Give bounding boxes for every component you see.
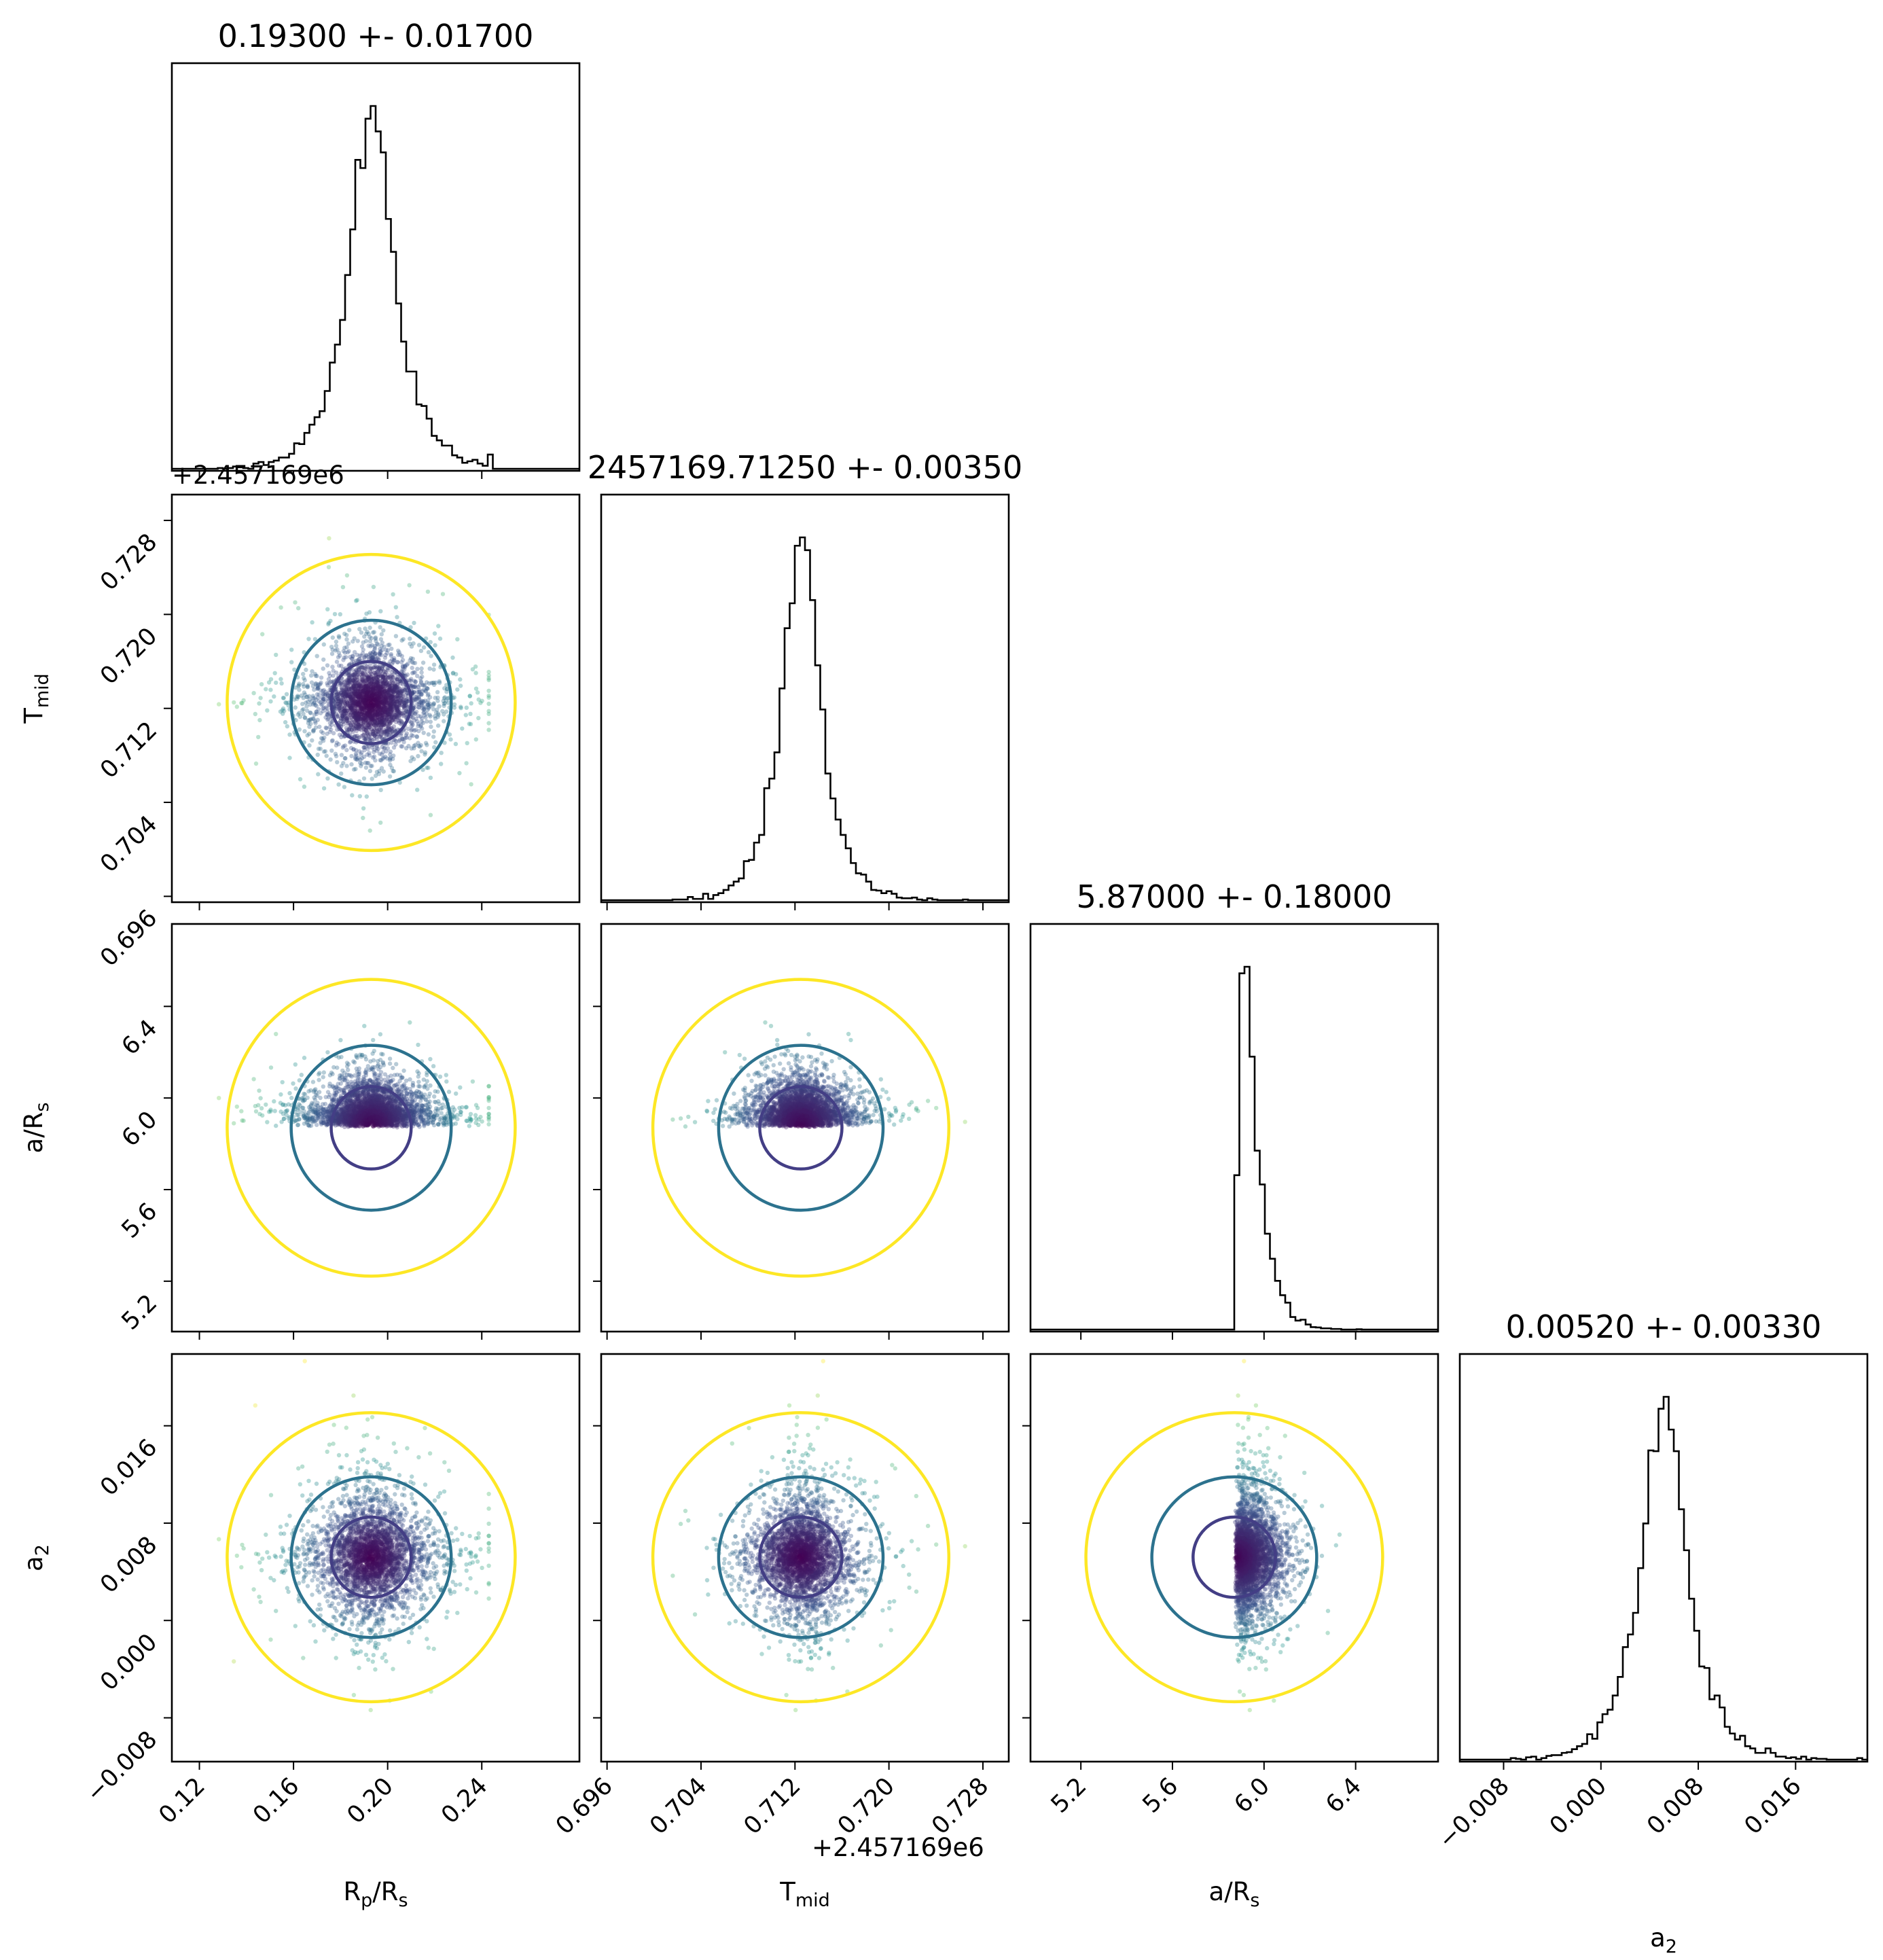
scatter-points bbox=[217, 1359, 517, 1713]
y-tick-label-a2: 0.016 bbox=[95, 1434, 162, 1501]
scatter-rp-vs-aRs bbox=[171, 923, 581, 1333]
contour-inner bbox=[758, 1085, 844, 1171]
y-tick-label-tmid: 0.696 bbox=[95, 904, 162, 972]
histogram-tmid: 2457169.71250 +- 0.00350 bbox=[588, 449, 1022, 904]
scatter-aRs-vs-a2 bbox=[1029, 1353, 1439, 1763]
x-tick-label-tmid: 0.728 bbox=[927, 1772, 994, 1840]
x-tick-label-tmid: 0.712 bbox=[739, 1772, 806, 1840]
scatter-rp-vs-a2 bbox=[171, 1353, 581, 1763]
contour-outer bbox=[1084, 1411, 1384, 1704]
contour-inner bbox=[329, 660, 413, 745]
histogram-frame-tmid bbox=[600, 493, 1010, 904]
y-tick-label-tmid: 0.728 bbox=[95, 529, 162, 596]
histogram-frame-a2 bbox=[1458, 1353, 1869, 1763]
contour-middle bbox=[289, 618, 453, 787]
x-tick-label-rp: 0.24 bbox=[436, 1772, 492, 1829]
x-tick-label-tmid: 0.720 bbox=[833, 1772, 900, 1840]
contour-outer bbox=[226, 1411, 517, 1704]
histogram-line-tmid bbox=[601, 536, 1009, 902]
x-tick-label-tmid: 0.704 bbox=[645, 1772, 712, 1840]
x-tick-label-tmid: 0.696 bbox=[551, 1772, 618, 1840]
y-tick-label-aRs: 6.0 bbox=[117, 1106, 163, 1152]
x-tick-label-aRs: 5.6 bbox=[1138, 1772, 1184, 1819]
x-tick-label-aRs: 6.4 bbox=[1321, 1772, 1367, 1819]
scatter-points bbox=[651, 1359, 967, 1713]
histogram-a2: 0.00520 +- 0.00330 bbox=[1458, 1308, 1869, 1763]
x-tick-label-rp: 0.20 bbox=[342, 1772, 399, 1829]
y-tick-label-a2: −0.008 bbox=[81, 1726, 162, 1808]
y-tick-label-tmid: 0.720 bbox=[95, 622, 162, 690]
contour-outer bbox=[651, 1411, 951, 1704]
x-axis-label-aRs: a/Rs bbox=[1209, 1877, 1260, 1911]
y-offset-text-tmid: +2.457169e6 bbox=[172, 461, 344, 490]
contour-outer bbox=[226, 552, 517, 853]
histogram-line-a2 bbox=[1460, 1395, 1867, 1761]
contour-inner bbox=[758, 1515, 844, 1599]
scatter-points bbox=[651, 978, 967, 1278]
y-tick-label-aRs: 6.4 bbox=[117, 1014, 163, 1061]
contour-middle bbox=[1150, 1475, 1319, 1639]
histogram-frame-aRs bbox=[1029, 923, 1439, 1333]
contour-middle bbox=[289, 1044, 453, 1212]
scatter-points bbox=[217, 536, 517, 853]
x-tick-label-aRs: 5.2 bbox=[1046, 1772, 1092, 1819]
y-tick-label-aRs: 5.2 bbox=[117, 1289, 163, 1336]
y-axis-label-aRs: a/Rs bbox=[19, 1103, 53, 1154]
scatter-frame bbox=[1029, 1353, 1439, 1763]
scatter-tmid-vs-a2 bbox=[600, 1353, 1010, 1763]
histogram-line-rp bbox=[172, 105, 579, 470]
y-axis-label-tmid: Tmid bbox=[19, 673, 53, 724]
x-tick-label-a2: 0.008 bbox=[1642, 1772, 1709, 1840]
y-axis-label-a2: a2 bbox=[19, 1544, 53, 1571]
title-rp: 0.19300 +- 0.01700 bbox=[218, 18, 534, 54]
scatter-tmid-vs-aRs bbox=[600, 923, 1010, 1333]
contour-inner bbox=[1191, 1515, 1277, 1599]
x-axis-label-a2: a2 bbox=[1650, 1923, 1677, 1957]
contour-inner bbox=[329, 1085, 413, 1171]
contour-outer bbox=[651, 978, 951, 1278]
scatter-rp-vs-tmid bbox=[171, 493, 581, 904]
scatter-points bbox=[217, 978, 517, 1278]
contour-inner bbox=[329, 1515, 413, 1599]
contour-middle bbox=[289, 1475, 453, 1639]
scatter-frame bbox=[600, 1353, 1010, 1763]
y-tick-label-aRs: 5.6 bbox=[117, 1198, 163, 1244]
scatter-frame bbox=[171, 923, 581, 1333]
histogram-aRs: 5.87000 +- 0.18000 bbox=[1029, 878, 1439, 1333]
y-tick-label-a2: 0.000 bbox=[95, 1628, 162, 1696]
histogram-rp: 0.19300 +- 0.01700 bbox=[171, 18, 581, 472]
histogram-line-aRs bbox=[1030, 965, 1438, 1331]
histogram-frame-rp bbox=[171, 62, 581, 472]
contour-outer bbox=[226, 978, 517, 1278]
title-a2: 0.00520 +- 0.00330 bbox=[1506, 1308, 1822, 1345]
x-tick-label-a2: 0.000 bbox=[1545, 1772, 1612, 1840]
x-axis-label-rp: Rp/Rs bbox=[343, 1877, 408, 1911]
x-offset-text-tmid: +2.457169e6 bbox=[812, 1833, 984, 1862]
x-tick-label-a2: −0.008 bbox=[1433, 1772, 1515, 1854]
x-tick-label-rp: 0.12 bbox=[154, 1772, 211, 1829]
x-tick-label-a2: 0.016 bbox=[1740, 1772, 1807, 1840]
y-tick-label-tmid: 0.704 bbox=[95, 810, 162, 878]
y-tick-label-a2: 0.008 bbox=[95, 1531, 162, 1599]
scatter-frame bbox=[171, 1353, 581, 1763]
x-axis-label-tmid: Tmid bbox=[779, 1877, 830, 1911]
title-tmid: 2457169.71250 +- 0.00350 bbox=[588, 449, 1022, 486]
x-tick-label-rp: 0.16 bbox=[248, 1772, 304, 1829]
title-aRs: 5.87000 +- 0.18000 bbox=[1077, 878, 1393, 915]
scatter-points bbox=[1084, 1359, 1384, 1713]
y-tick-label-tmid: 0.712 bbox=[95, 717, 162, 784]
contour-middle bbox=[717, 1475, 885, 1639]
scatter-frame bbox=[171, 493, 581, 904]
x-tick-label-aRs: 6.0 bbox=[1230, 1772, 1276, 1819]
scatter-frame bbox=[600, 923, 1010, 1333]
contour-middle bbox=[717, 1044, 885, 1212]
